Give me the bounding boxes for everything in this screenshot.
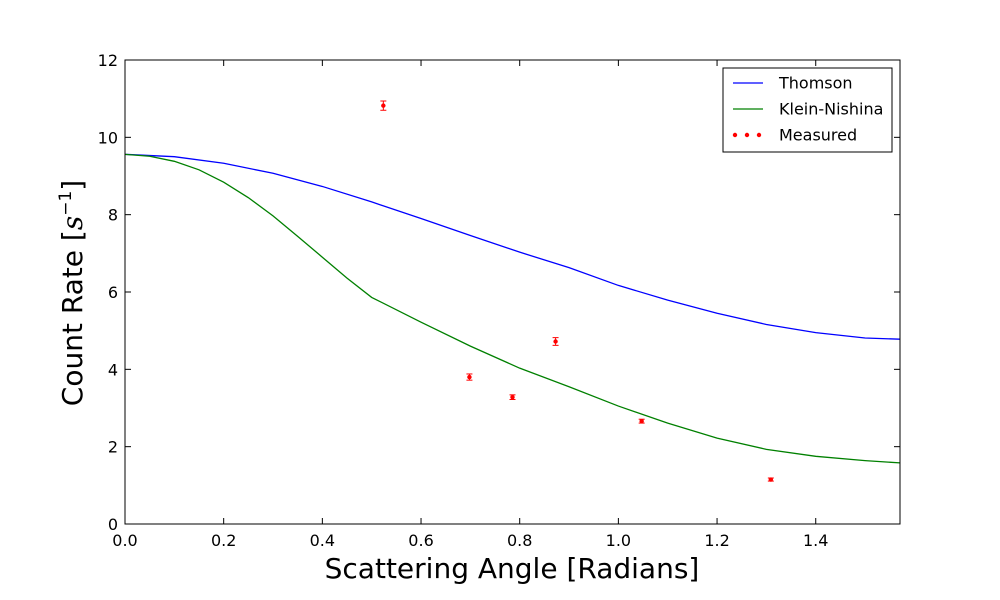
legend-marker-measured [732,132,738,138]
klein-nishina-line [124,153,901,464]
legend-box [722,67,893,153]
plot-area [124,100,901,482]
legend-item-measured: Measured [732,126,857,145]
measured-point [767,477,774,482]
axes: 0.0 0.2 0.4 0.6 0.8 1.0 1.2 1.4 0 2 4 6 8 10 12 [98,51,901,550]
measured-marker [381,103,386,108]
measured-marker [639,418,644,424]
y-tick-label: 0 [108,515,118,534]
legend-label-klein-nishina: Klein-Nishina [779,100,883,119]
measured-marker [510,394,515,400]
x-tick-label: 0.0 [112,531,137,550]
measured-point [552,337,559,346]
y-tick-label: 8 [108,206,118,225]
x-tick-label: 0.8 [507,531,532,550]
y-tick-label: 4 [108,360,118,379]
measured-point [509,394,516,400]
x-tick-label: 0.6 [408,531,433,550]
legend-item-klein-nishina: Klein-Nishina [733,100,883,119]
x-tick-label: 1.2 [704,531,729,550]
y-axis-label: Count Rate [s−1] [56,180,89,406]
legend-marker-measured [744,132,750,138]
measured-point [466,373,473,381]
legend-item-thomson: Thomson [733,74,853,93]
thomson-line [124,153,901,340]
y-tick-label: 12 [98,51,118,70]
y-tick-label: 2 [108,438,118,457]
legend-label-thomson: Thomson [778,74,853,93]
x-tick-label: 0.2 [211,531,236,550]
x-tick-label: 1.0 [606,531,631,550]
x-axis-label: Scattering Angle [Radians] [325,552,700,585]
x-tick-label: 0.4 [310,531,335,550]
y-tick-label: 6 [108,283,118,302]
measured-point [638,418,645,424]
legend: Thomson Klein-Nishina Measured [722,67,893,153]
legend-marker-measured [756,132,762,138]
measured-marker [467,374,472,380]
legend-label-measured: Measured [779,126,857,145]
y-tick-label: 10 [98,128,118,147]
measured-marker [768,477,774,482]
measured-marker [553,339,558,344]
x-tick-label: 1.4 [803,531,828,550]
measured-point [380,100,387,111]
